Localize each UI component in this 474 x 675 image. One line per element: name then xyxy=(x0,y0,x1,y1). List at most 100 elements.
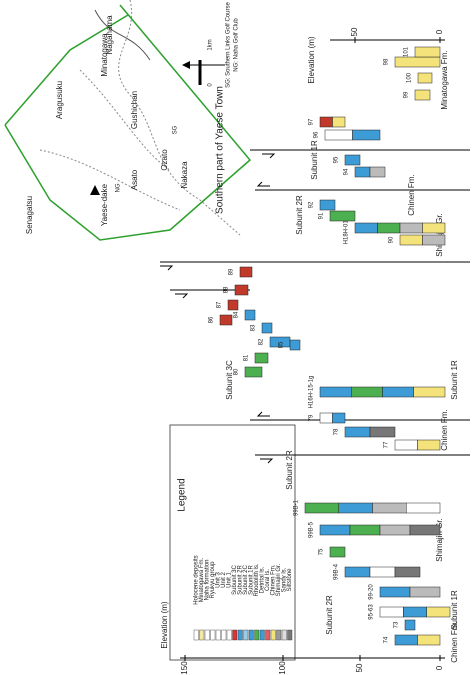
column-segment xyxy=(422,222,446,234)
column-segment xyxy=(351,386,383,398)
column-label: 80 xyxy=(234,368,240,375)
north-arrow-head xyxy=(182,61,190,69)
column-segment xyxy=(332,116,346,128)
column-label: 86 xyxy=(209,316,215,323)
column-segment xyxy=(354,222,378,234)
column-label: 79 xyxy=(309,414,315,421)
legend-label: Detrital ls. xyxy=(260,566,266,593)
unit-label: Chinen Fm. xyxy=(407,174,416,215)
legend-swatch xyxy=(226,629,232,641)
column-label: 78 xyxy=(334,428,340,435)
column-segment xyxy=(417,72,433,84)
column-segment xyxy=(413,386,446,398)
scale-label: 0 xyxy=(208,83,214,87)
column-segment xyxy=(324,129,353,141)
column-segment xyxy=(417,634,441,646)
legend-swatch xyxy=(243,629,249,641)
axis-label: Elevation (m) xyxy=(307,36,316,83)
column-label: H16H-15-1g xyxy=(309,376,315,409)
column-segment xyxy=(319,412,333,424)
column-label: 95-63 xyxy=(369,604,375,620)
column-label: 101 xyxy=(404,46,410,57)
column-segment xyxy=(377,222,401,234)
column-segment xyxy=(369,426,396,438)
column-segment xyxy=(382,386,414,398)
map-code: SG xyxy=(173,125,179,134)
place-name: Aragusuku xyxy=(55,81,64,119)
legend-label: Subunit 3C xyxy=(232,564,238,594)
column-label: 99B-5 xyxy=(309,521,315,538)
peak-marker xyxy=(90,185,100,195)
column-segment xyxy=(372,502,407,514)
unit-label: Shimajiri Gr. xyxy=(435,518,444,562)
column-segment xyxy=(329,546,346,558)
legend-label: Shimajiri Gr. xyxy=(276,563,282,596)
tick-label: 0 xyxy=(435,665,444,670)
column-segment xyxy=(403,606,427,618)
column-segment xyxy=(394,439,418,451)
column-segment xyxy=(394,566,421,578)
unit-label: Subunit 2R xyxy=(285,450,294,490)
column-label: 83 xyxy=(251,324,257,331)
scale-label: 1km xyxy=(208,39,214,50)
tick-label: 0 xyxy=(435,29,444,34)
column-segment xyxy=(319,524,351,536)
column-segment xyxy=(369,566,396,578)
column-segment xyxy=(399,222,423,234)
map-title: Southern part of Yaese Town xyxy=(215,86,226,214)
column-label: 96 xyxy=(314,131,320,138)
unit-label: Chinen Fm. xyxy=(440,409,449,450)
map-boundary xyxy=(4,4,252,241)
column-segment xyxy=(219,314,233,326)
place-name: Gushichan xyxy=(130,91,139,129)
column-segment xyxy=(379,606,404,618)
legend-swatch xyxy=(259,629,265,641)
legend-swatch xyxy=(287,629,293,641)
unit-label: Subunit 3C xyxy=(225,360,234,400)
column-segment xyxy=(319,116,333,128)
legend-label: Unit 1 xyxy=(227,572,233,588)
place-name: Ozato xyxy=(160,149,169,171)
map-code: NG xyxy=(116,183,122,192)
legend-swatch xyxy=(204,629,210,641)
legend-label: Sandy ls. xyxy=(282,567,288,592)
unit-label: Subunit 2R xyxy=(325,595,334,635)
legend-swatch xyxy=(237,629,243,641)
column-segment xyxy=(344,426,371,438)
column-label: 99-20 xyxy=(369,584,375,600)
column-segment xyxy=(261,322,273,334)
column-segment xyxy=(239,266,253,278)
place-name: Minatogawa xyxy=(100,33,109,77)
column-label: 81 xyxy=(244,354,250,361)
column-segment xyxy=(234,284,249,296)
legend-swatch xyxy=(221,629,227,641)
legend-label: Ryukyu group xyxy=(210,561,216,599)
column-label: 97 xyxy=(309,118,315,125)
tick-label: 50 xyxy=(355,663,364,672)
legend-swatch xyxy=(232,629,238,641)
column-label: 82 xyxy=(259,338,265,345)
legend-label: Naha formation xyxy=(205,559,211,600)
tick-label: 50 xyxy=(350,27,359,36)
fault-arrow xyxy=(175,293,189,299)
column-segment xyxy=(227,299,239,311)
column-segment xyxy=(399,234,423,246)
map-note: NG: Naha Golf Club xyxy=(234,18,240,72)
faults xyxy=(160,149,470,464)
column-label: 74 xyxy=(384,636,390,643)
column-label: 75 xyxy=(319,548,325,555)
legend-swatch xyxy=(270,629,276,641)
column-label: 88 xyxy=(224,286,230,293)
column-label: 85 xyxy=(279,341,285,348)
column-segment xyxy=(369,166,386,178)
column-segment xyxy=(344,154,361,166)
column-segment xyxy=(422,234,446,246)
legend-swatch xyxy=(248,629,254,641)
column-segment xyxy=(379,586,411,598)
column-label: 94 xyxy=(344,168,350,175)
column-segment xyxy=(254,352,269,364)
legend-swatch xyxy=(281,629,287,641)
column-segment xyxy=(349,524,381,536)
tick-label: 100 xyxy=(278,661,287,675)
